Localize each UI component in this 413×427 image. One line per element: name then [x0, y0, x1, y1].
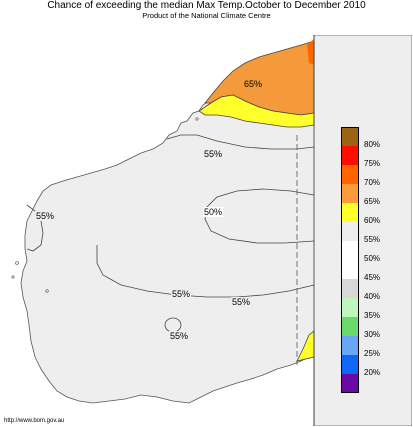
source-credit: http://www.bom.gov.au [4, 418, 65, 424]
legend-label: 65% [364, 197, 381, 206]
island-4 [195, 117, 199, 121]
legend-item: 50% [341, 241, 401, 263]
contour-label-south-a: 55% [171, 289, 192, 299]
island-3 [45, 289, 49, 293]
legend-item: 30% [341, 317, 401, 339]
map-title: Chance of exceeding the median Max Temp.… [47, 0, 366, 11]
legend-item [341, 374, 401, 393]
legend-swatch [341, 298, 359, 317]
contour-label-north: 65% [243, 79, 264, 89]
legend-label: 35% [364, 311, 381, 320]
legend-swatch [341, 222, 359, 241]
legend-item: 40% [341, 279, 401, 301]
island-2 [11, 275, 15, 279]
legend-item: 75% [341, 146, 401, 168]
legend-swatch [341, 355, 359, 374]
legend-swatch [341, 260, 359, 279]
legend-swatch [341, 317, 359, 336]
legend-swatch [341, 184, 359, 203]
legend-swatch [341, 203, 359, 222]
legend-label: 25% [364, 349, 381, 358]
region-60-percent-south [296, 330, 315, 362]
legend-item: 45% [341, 260, 401, 282]
legend-swatch [341, 146, 359, 165]
legend-swatch [341, 165, 359, 184]
contour-label-southwest: 55% [169, 331, 190, 341]
legend-label: 80% [364, 140, 381, 149]
legend-label: 50% [364, 254, 381, 263]
legend-item: 60% [341, 203, 401, 225]
contour-label-central: 50% [203, 207, 224, 217]
map-subtitle: Product of the National Climate Centre [142, 11, 271, 20]
legend-item: 80% [341, 127, 401, 149]
legend-swatch [341, 279, 359, 298]
legend-label: 45% [364, 273, 381, 282]
legend-label: 40% [364, 292, 381, 301]
contour-label-kimberley: 55% [203, 149, 224, 159]
legend: 80% 75% 70% 65% 60% 55% 50% 45% [341, 127, 401, 393]
legend-swatch [341, 336, 359, 355]
island-1 [15, 261, 19, 265]
legend-item: 35% [341, 298, 401, 320]
contour-label-south-b: 55% [231, 297, 252, 307]
legend-label: 30% [364, 330, 381, 339]
legend-item: 25% [341, 336, 401, 358]
legend-swatch [341, 127, 359, 146]
legend-swatch [341, 374, 359, 393]
contour-label-west: 55% [35, 211, 56, 221]
legend-label: 60% [364, 216, 381, 225]
contour-55-percent-north [166, 134, 315, 150]
legend-item: 70% [341, 165, 401, 187]
legend-label: 70% [364, 178, 381, 187]
legend-label: 55% [364, 235, 381, 244]
legend-item: 55% [341, 222, 401, 244]
legend-label: 20% [364, 368, 381, 377]
legend-label: 75% [364, 159, 381, 168]
legend-swatch [341, 241, 359, 260]
legend-item: 20% [341, 355, 401, 377]
region-70-percent [307, 39, 314, 65]
legend-item: 65% [341, 184, 401, 206]
